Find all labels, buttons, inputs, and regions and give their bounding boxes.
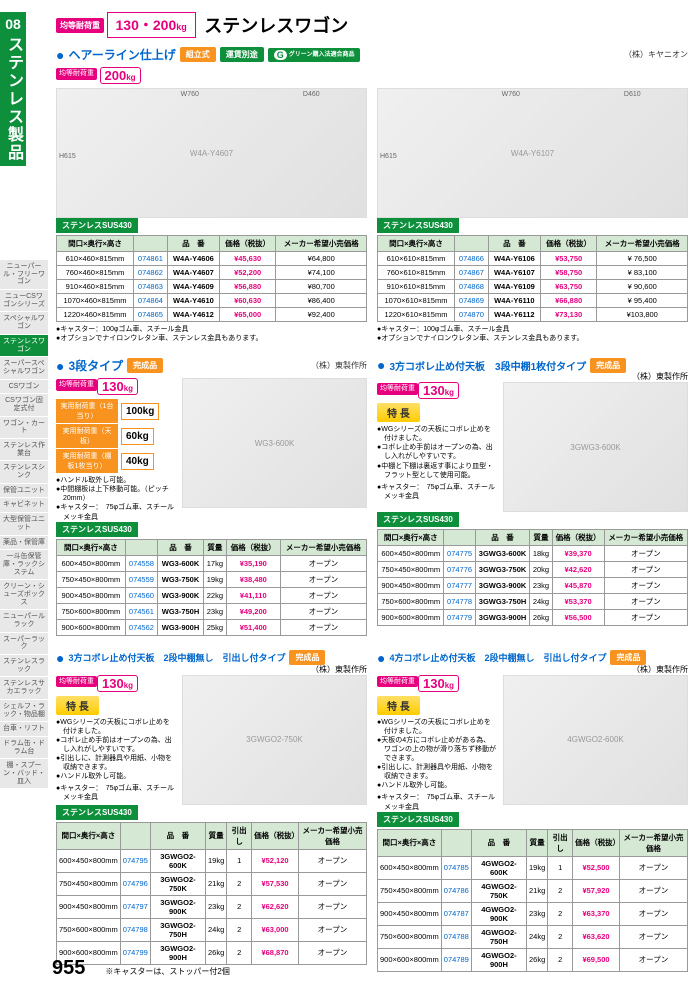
- material-1l: ステンレスSUS430: [56, 218, 138, 233]
- feature-badge-2r: 特 長: [377, 403, 420, 422]
- tag-shipping: 運賃別途: [220, 47, 264, 62]
- sidebar-item[interactable]: 薬品・保管庫: [0, 536, 48, 550]
- sidebar-item[interactable]: CSワゴン: [0, 380, 48, 394]
- tag-green-purchase: Gグリーン購入法適合商品: [268, 48, 361, 62]
- sidebar-item[interactable]: 保管ユニット: [0, 484, 48, 498]
- section-1-head: ● ヘアーライン仕上げ 組立式 運賃別途 Gグリーン購入法適合商品 （株）キヤニ…: [56, 46, 688, 63]
- sidebar-item[interactable]: ステンレスシンク: [0, 461, 48, 482]
- product-image-1r: W4A-Y6107 W760D610H615: [377, 88, 688, 218]
- maker-1: （株）キヤニオン: [624, 49, 688, 60]
- sidebar-item[interactable]: ドラム缶・ドラム台: [0, 737, 48, 758]
- tag-assembly: 組立式: [180, 47, 216, 62]
- sidebar-item[interactable]: ニューパールラック: [0, 610, 48, 631]
- product-image-2r: 3GWG3-600K: [503, 382, 688, 512]
- product-image-3r: 4GWGO2-600K: [503, 675, 688, 805]
- material-1r: ステンレスSUS430: [377, 218, 459, 233]
- load-value-1: 200kg: [100, 67, 141, 84]
- notes-2r: ●キャスター： 75φゴム車、スチールメッキ金具: [377, 483, 497, 501]
- section-2l-title: 3段タイプ: [68, 357, 123, 374]
- features-2r: ●WGシリーズの天板にコボレ止めを付けました。●コボレ止め手前はオープンの為、出…: [377, 425, 497, 480]
- page-header: 均等耐荷重 130・200kg ステンレスワゴン: [56, 12, 688, 38]
- product-image-3l: 3GWGO2-750K: [182, 675, 367, 805]
- caster-note: ※キャスターは、ストッパー付2個: [105, 966, 229, 977]
- notes-1: ●キャスター：100φゴム車、スチール金具●オプションでナイロンウレタン車、ステ…: [56, 325, 367, 343]
- chapter-title: ステンレス製品: [1, 36, 25, 162]
- page-number: 955: [52, 957, 85, 980]
- chapter-tab: 08 ステンレス製品: [0, 12, 26, 166]
- sidebar-item[interactable]: ニューCSワゴンシリーズ: [0, 290, 48, 311]
- category-sidebar: ニューパール・フリーワゴンニューCSワゴンシリーズスペシャルワゴンステンレスワゴ…: [0, 260, 48, 788]
- sidebar-item[interactable]: スペシャルワゴン: [0, 312, 48, 333]
- sidebar-item[interactable]: ステンレス作業台: [0, 439, 48, 460]
- sidebar-item[interactable]: 棚・スプーン・バッド・皿入: [0, 759, 48, 788]
- sidebar-item[interactable]: ステンレスワゴン: [0, 335, 48, 356]
- table-1r: 間口×奥行×高さ品 番価格（税抜）メーカー希望小売価格610×610×815mm…: [377, 235, 688, 322]
- section-1-title: ヘアーライン仕上げ: [68, 46, 175, 63]
- sidebar-item[interactable]: CSワゴン固定式付: [0, 394, 48, 415]
- sidebar-item[interactable]: キャビネット: [0, 498, 48, 512]
- maker-2l: （株）東製作所: [311, 360, 367, 371]
- load-label-1: 均等耐荷重: [56, 68, 97, 80]
- sidebar-item[interactable]: スーパースペシャルワゴン: [0, 357, 48, 378]
- table-3r: 間口×奥行×高さ品 番質量引出し価格（税抜）メーカー希望小売価格600×450×…: [377, 829, 688, 972]
- sidebar-item[interactable]: シェルフ・ラック・物品棚: [0, 700, 48, 721]
- section-2l-head: ● 3段タイプ 完成品 （株）東製作所: [56, 357, 367, 374]
- page-footer: 955 ※キャスターは、ストッパー付2個: [52, 957, 688, 980]
- sidebar-item[interactable]: クリーン・シューズボックス: [0, 580, 48, 609]
- load-badge: 均等耐荷重: [56, 18, 104, 33]
- sidebar-item[interactable]: 一斗缶保管庫・ラックシステム: [0, 550, 48, 579]
- table-2l: 間口×奥行×高さ品 番質量価格（税抜）メーカー希望小売価格600×450×800…: [56, 539, 367, 636]
- table-3l: 間口×奥行×高さ品 番質量引出し価格（税抜）メーカー希望小売価格600×450×…: [56, 822, 367, 965]
- sidebar-item[interactable]: 台車・リフト: [0, 722, 48, 736]
- tag-complete-2l: 完成品: [127, 358, 163, 373]
- table-2r: 間口×奥行×高さ品 番質量価格（税抜）メーカー希望小売価格600×450×800…: [377, 529, 688, 626]
- product-image-2l: WG3-600K: [182, 378, 367, 508]
- notes-1r: ●キャスター：100φゴム車、スチール金具●オプションでナイロンウレタン車、ステ…: [377, 325, 688, 343]
- page-title: ステンレスワゴン: [204, 16, 348, 36]
- product-image-1l: W4A-Y4607 W760D460H615: [56, 88, 367, 218]
- load-values: 130・200kg: [107, 12, 196, 38]
- sidebar-item[interactable]: ニューパール・フリーワゴン: [0, 260, 48, 289]
- section-2r-title: 3方コボレ止め付天板 3段中棚1枚付タイプ: [389, 358, 586, 373]
- sidebar-item[interactable]: ワゴン・カート: [0, 417, 48, 438]
- notes-2l: ●ハンドル取外し可能。●中間棚板は上下移動可能。（ピッチ20mm）●キャスター：…: [56, 476, 176, 521]
- bullet-icon: ●: [56, 47, 64, 63]
- sidebar-item[interactable]: ステンレスラック: [0, 655, 48, 676]
- sidebar-item[interactable]: ステンレスサカエラック: [0, 677, 48, 698]
- sidebar-item[interactable]: 大型保管ユニット: [0, 513, 48, 534]
- sidebar-item[interactable]: スーパーラック: [0, 633, 48, 654]
- table-1l: 間口×奥行×高さ品 番価格（税抜）メーカー希望小売価格610×460×815mm…: [56, 235, 367, 322]
- chapter-number: 08: [5, 16, 21, 32]
